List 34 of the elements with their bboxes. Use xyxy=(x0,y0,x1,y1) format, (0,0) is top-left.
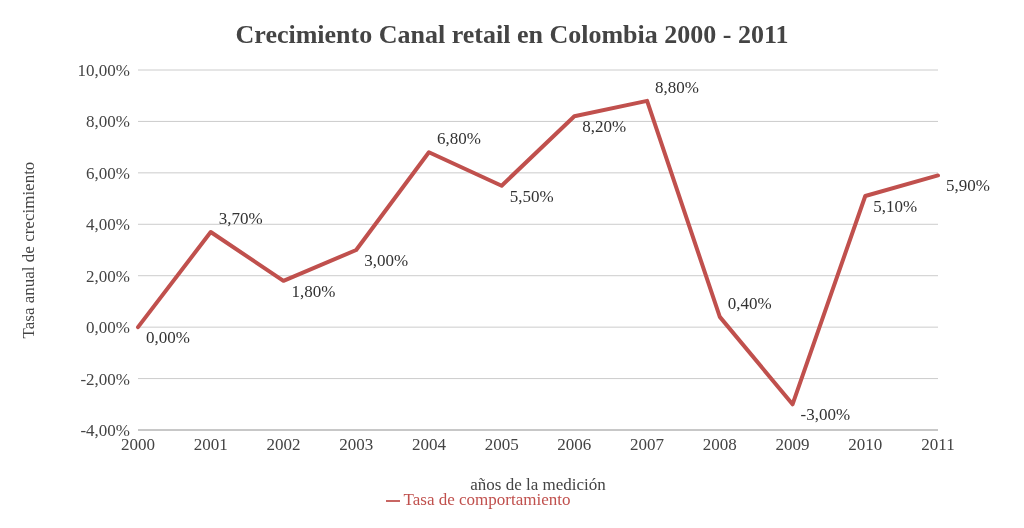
x-tick-label: 2003 xyxy=(339,435,374,455)
y-tick-label: 8,00% xyxy=(86,112,130,132)
x-tick-label: 2010 xyxy=(848,435,883,455)
x-tick-label: 2008 xyxy=(702,435,737,455)
data-label: 0,40% xyxy=(727,293,772,313)
data-label: 5,10% xyxy=(873,197,918,216)
x-tick-label: 2009 xyxy=(775,435,810,455)
x-tick-label: 2006 xyxy=(557,435,592,455)
data-label: 0,00% xyxy=(146,328,190,348)
data-label: 8,20% xyxy=(582,117,627,137)
x-tick-label: 2004 xyxy=(411,435,447,455)
line-series xyxy=(136,98,940,407)
x-tick-label: 2007 xyxy=(630,435,665,455)
x-tick-label: 2011 xyxy=(921,435,955,455)
data-label: -3,00% xyxy=(800,405,851,425)
x-tick-label: 2000 xyxy=(121,435,155,455)
y-tick-label: 6,00% xyxy=(86,163,130,183)
data-label: 5,50% xyxy=(509,186,554,206)
chart-title: Crecimiento Canal retail en Colombia 2000 - 2011 xyxy=(234,19,790,51)
y-tick-label: 0,00% xyxy=(86,318,130,338)
y-tick-label: 2,00% xyxy=(86,266,130,286)
y-tick-label: 10,00% xyxy=(77,61,130,81)
data-label: 3,00% xyxy=(364,251,409,270)
x-tick-label: 2002 xyxy=(266,435,301,455)
data-label: 6,80% xyxy=(436,129,481,149)
x-tick-label: 2005 xyxy=(484,435,519,455)
data-label: 5,90% xyxy=(946,176,990,196)
data-label: 3,70% xyxy=(218,209,263,228)
data-label: 8,80% xyxy=(655,77,700,97)
y-tick-label: -2,00% xyxy=(80,369,130,389)
x-tick-label: 2001 xyxy=(193,435,228,455)
y-axis-title: Tasa anual de crecimiento xyxy=(19,161,39,339)
data-label: 1,80% xyxy=(291,281,336,301)
y-tick-label: 4,00% xyxy=(86,215,130,235)
